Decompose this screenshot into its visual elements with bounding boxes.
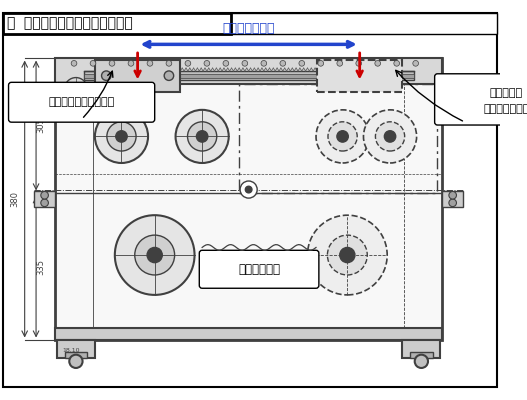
Circle shape [116,131,127,142]
Bar [3,13,231,34]
Circle shape [356,60,362,66]
Text: 液溜まり状態: 液溜まり状態 [238,263,280,276]
Circle shape [107,122,136,151]
Circle shape [69,355,83,368]
Circle shape [375,60,380,66]
FancyBboxPatch shape [199,250,319,288]
Bar [64,352,87,358]
Circle shape [307,215,387,295]
Text: 18.10: 18.10 [62,348,80,353]
Circle shape [337,131,348,142]
Circle shape [102,71,111,80]
Text: 二点鎖線で: 二点鎖線で [490,88,523,98]
Bar [83,71,414,80]
Circle shape [223,60,229,66]
Circle shape [71,84,81,94]
Text: 図: 図 [7,16,15,30]
Circle shape [147,60,153,66]
Circle shape [261,60,267,66]
Circle shape [340,248,355,263]
Circle shape [328,122,357,151]
Bar [239,84,437,193]
Bar [34,192,55,207]
Circle shape [197,131,208,142]
Circle shape [41,199,48,207]
Circle shape [115,215,194,295]
Circle shape [245,186,252,193]
Circle shape [71,60,77,66]
Text: 380: 380 [11,191,19,207]
Circle shape [135,235,174,275]
Circle shape [384,131,396,142]
Circle shape [64,78,87,100]
Bar [55,193,442,328]
Circle shape [109,60,115,66]
Bar [3,13,497,34]
Bar [55,328,442,340]
Bar [57,340,95,358]
Bar [55,58,442,84]
Circle shape [337,60,343,66]
Circle shape [394,60,399,66]
Circle shape [128,60,134,66]
Circle shape [280,60,286,66]
Circle shape [327,235,367,275]
Circle shape [41,192,48,199]
Circle shape [188,122,217,151]
Circle shape [316,110,369,163]
Text: 335: 335 [36,259,45,275]
Circle shape [375,122,405,151]
FancyBboxPatch shape [435,74,527,125]
Circle shape [240,181,257,198]
Bar [83,74,414,78]
Circle shape [318,60,324,66]
Circle shape [147,248,162,263]
Bar [95,60,180,92]
Circle shape [242,60,248,66]
Circle shape [364,110,417,163]
Circle shape [175,110,229,163]
Text: 可動ストローク: 可動ストローク [222,22,275,35]
Circle shape [449,199,456,207]
Circle shape [413,60,418,66]
Circle shape [299,60,305,66]
Circle shape [166,60,172,66]
Text: 破線で駆動部品を図示: 破線で駆動部品を図示 [48,97,115,107]
Text: 305: 305 [36,118,45,134]
Circle shape [95,110,148,163]
Circle shape [415,355,428,368]
Bar [403,340,441,358]
Text: 可動範囲を図示: 可動範囲を図示 [483,104,527,114]
Bar [55,58,442,340]
Text: 液中走行耐久試験機の正面図: 液中走行耐久試験機の正面図 [19,16,133,30]
Circle shape [204,60,210,66]
Bar [410,352,433,358]
Bar [317,60,403,92]
Circle shape [449,192,456,199]
FancyBboxPatch shape [8,82,155,122]
Circle shape [90,60,96,66]
Bar [442,192,463,207]
Bar [55,193,442,328]
Circle shape [185,60,191,66]
Circle shape [164,71,174,80]
